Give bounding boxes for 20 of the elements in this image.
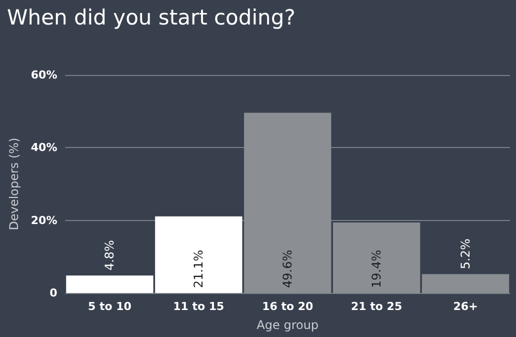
bar bbox=[422, 274, 510, 293]
y-tick-label: 0 bbox=[50, 286, 58, 300]
x-tick-label: 21 to 25 bbox=[351, 300, 402, 313]
data-label: 49.6% bbox=[280, 250, 295, 288]
x-axis-title: Age group bbox=[256, 318, 319, 332]
x-tick-label: 5 to 10 bbox=[88, 300, 132, 313]
x-tick-label: 26+ bbox=[453, 300, 478, 313]
bar bbox=[244, 112, 332, 293]
data-label: 21.1% bbox=[192, 250, 206, 288]
y-tick-label: 40% bbox=[30, 141, 58, 154]
data-label: 4.8% bbox=[102, 240, 117, 271]
data-label: 5.2% bbox=[458, 238, 473, 270]
data-label: 19.4% bbox=[370, 250, 384, 288]
y-tick-label: 20% bbox=[30, 214, 58, 227]
y-tick-label: 60% bbox=[30, 68, 58, 82]
y-axis-title: Developers (%) bbox=[7, 138, 21, 230]
chart-title: When did you start coding? bbox=[7, 6, 296, 30]
x-tick-label: 16 to 20 bbox=[262, 300, 314, 313]
bar bbox=[332, 222, 420, 293]
x-tick-label: 11 to 15 bbox=[173, 300, 224, 313]
